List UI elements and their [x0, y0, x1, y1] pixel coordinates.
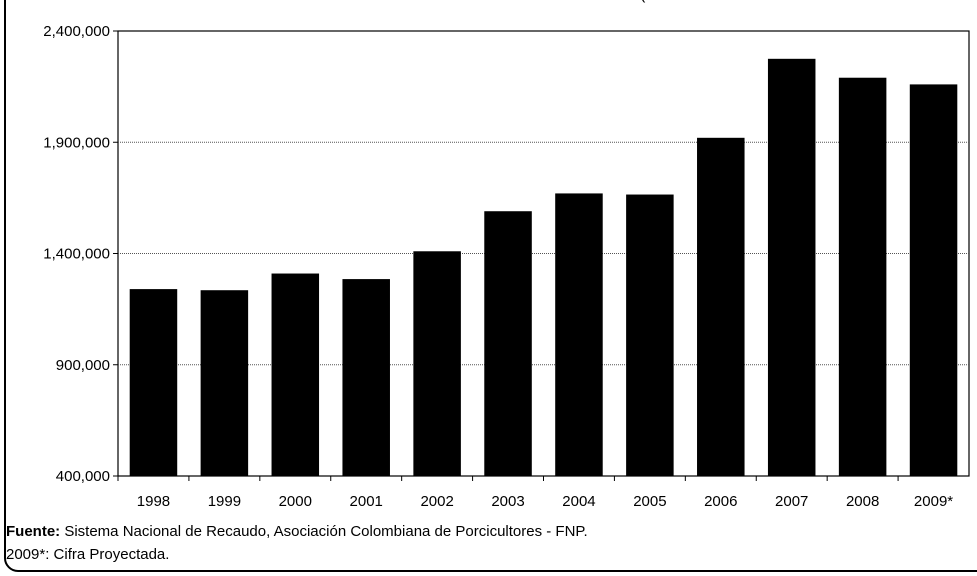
x-tick-label: 2009*	[914, 493, 953, 510]
x-tick-label: 2001	[350, 493, 383, 510]
x-tick-label: 2005	[633, 493, 666, 510]
y-tick-label: 1,900,000	[43, 134, 110, 151]
bar	[697, 137, 745, 477]
y-tick-label: 1,400,000	[43, 246, 110, 263]
projection-note: 2009*: Cifra Proyectada.	[6, 546, 170, 563]
source-label: Fuente:	[6, 523, 61, 540]
x-tick-label: 2007	[775, 493, 808, 510]
bar	[909, 84, 958, 477]
y-tick-label: 400,000	[56, 468, 110, 485]
bar	[555, 193, 603, 477]
bar-chart: 400,000 900,000 1,400,000 1,900,000 2,400,00…	[43, 23, 970, 510]
x-tick-label: 2000	[279, 493, 312, 510]
source-text: Sistema Nacional de Recaudo, Asociación …	[60, 523, 588, 540]
x-tick-label: 1998	[137, 493, 170, 510]
bar	[838, 77, 887, 476]
x-tick-label: 1999	[208, 493, 241, 510]
x-tick-label: 2004	[562, 493, 595, 510]
y-tick-label: 900,000	[56, 357, 110, 374]
chart-title-fragment: (	[640, 0, 645, 4]
footnote: Fuente: Sistema Nacional de Recaudo, Aso…	[6, 520, 588, 566]
y-tick-label: 2,400,000	[43, 23, 110, 40]
bar	[129, 289, 178, 476]
bar	[626, 194, 674, 476]
chart-frame	[4, 0, 977, 572]
bar	[271, 273, 320, 476]
source-line: Fuente: Sistema Nacional de Recaudo, Aso…	[6, 520, 588, 543]
bar	[200, 290, 249, 476]
bar	[484, 211, 532, 476]
x-tick-label: 2003	[491, 493, 524, 510]
bar	[413, 251, 461, 476]
x-tick-label: 2002	[420, 493, 453, 510]
x-tick-label: 2008	[846, 493, 879, 510]
bar	[342, 279, 390, 476]
x-tick-label: 2006	[704, 493, 737, 510]
bar	[767, 58, 816, 476]
